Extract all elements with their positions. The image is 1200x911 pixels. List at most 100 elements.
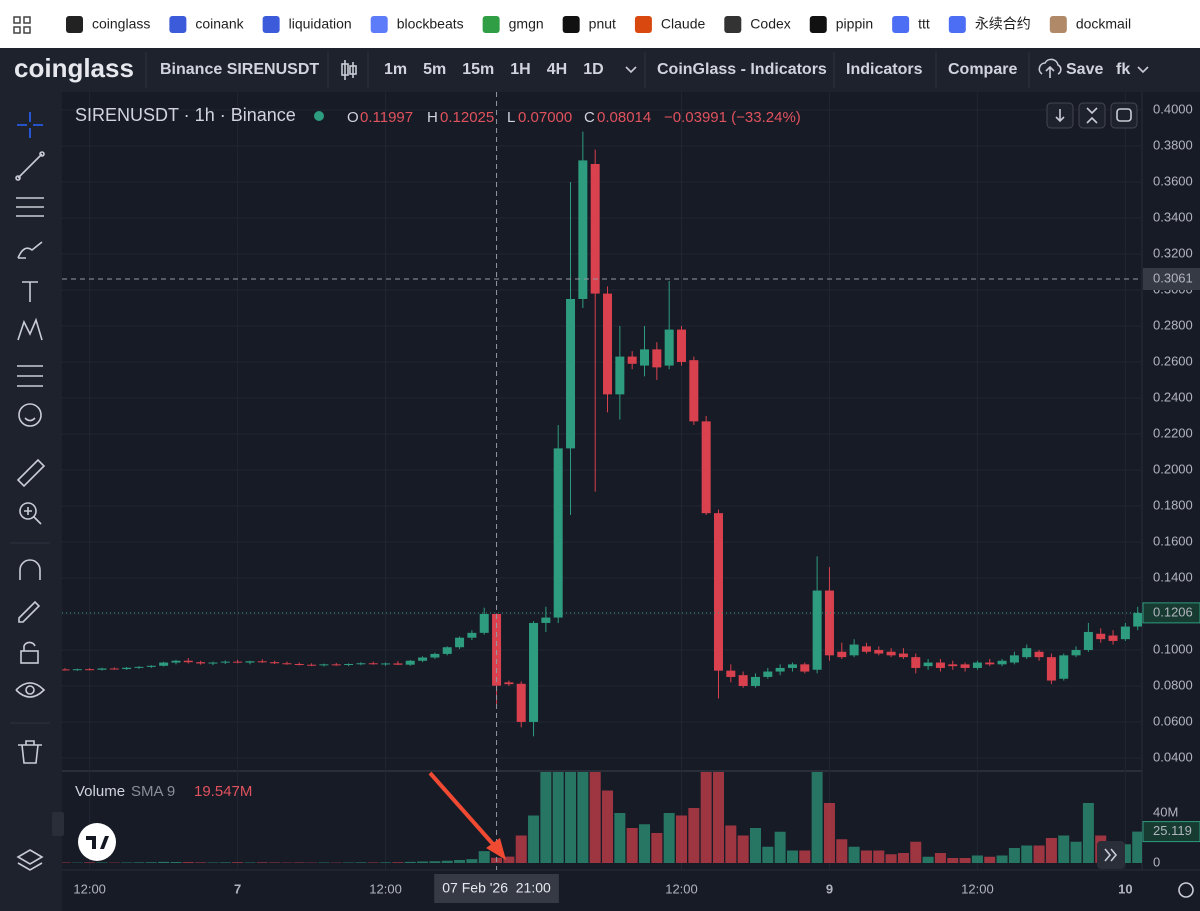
volume-bar bbox=[971, 855, 983, 863]
candle-body bbox=[553, 448, 563, 618]
candle-body bbox=[837, 651, 847, 658]
bookmark[interactable]: 永续合约 bbox=[975, 16, 1031, 32]
l-label: L bbox=[507, 109, 515, 126]
volume-bar bbox=[540, 772, 552, 863]
candle-body bbox=[455, 637, 465, 648]
candle-body bbox=[861, 646, 871, 652]
volume-bar bbox=[1033, 845, 1045, 863]
bookmark[interactable]: Claude bbox=[661, 16, 706, 32]
drawing-tools[interactable] bbox=[15, 112, 46, 871]
bookmark[interactable]: Codex bbox=[750, 16, 790, 32]
toolbar-button[interactable]: CoinGlass - Indicators bbox=[657, 61, 827, 78]
volume-bar bbox=[355, 862, 367, 863]
volume-bar bbox=[934, 853, 946, 863]
bookmark[interactable]: ttt bbox=[918, 16, 930, 32]
volume-bar bbox=[195, 862, 207, 863]
collapse-toolbar[interactable] bbox=[52, 812, 64, 836]
candle-body bbox=[590, 163, 600, 294]
volume-bar bbox=[62, 862, 71, 863]
candle-body bbox=[220, 661, 230, 663]
candle-body bbox=[418, 657, 428, 661]
volume-bar bbox=[897, 853, 909, 863]
volume-bar bbox=[121, 862, 133, 863]
candle-body bbox=[763, 671, 773, 677]
l-value: 0.07000 bbox=[518, 109, 572, 126]
candle-body bbox=[529, 622, 539, 722]
volume-pane bbox=[62, 772, 1142, 870]
volume-bar bbox=[429, 861, 441, 863]
top-toolbar bbox=[0, 48, 1200, 92]
candle-body bbox=[1022, 648, 1032, 658]
time-axis bbox=[62, 870, 1200, 911]
symbol[interactable]: Binance SIRENUSDT bbox=[160, 61, 319, 78]
candle-body bbox=[578, 160, 588, 299]
y-tick-label: 0.0800 bbox=[1153, 677, 1193, 692]
x-tick-label: 10 bbox=[1118, 881, 1132, 896]
bookmark[interactable]: coinank bbox=[195, 16, 244, 32]
candle-body bbox=[97, 668, 107, 670]
bookmark[interactable]: dockmail bbox=[1076, 16, 1131, 32]
bookmark[interactable]: gmgn bbox=[509, 16, 544, 32]
volume-bar bbox=[219, 862, 231, 863]
tv-logo[interactable] bbox=[78, 823, 116, 861]
bookmark[interactable]: pnut bbox=[589, 16, 616, 32]
toolbar-button[interactable]: Save bbox=[1066, 61, 1103, 78]
volume-bar bbox=[922, 856, 934, 863]
pane-buttons[interactable] bbox=[1046, 102, 1138, 129]
candle-body bbox=[948, 664, 958, 667]
candle-body bbox=[1133, 612, 1142, 627]
volume-bar bbox=[836, 839, 848, 863]
volume-bar bbox=[170, 862, 182, 863]
bookmark[interactable]: blockbeats bbox=[397, 16, 464, 32]
toolbar-button[interactable]: fk bbox=[1116, 61, 1130, 78]
candle-body bbox=[689, 360, 699, 422]
volume-bar bbox=[232, 862, 244, 863]
volume-bar bbox=[996, 855, 1008, 863]
toolbar-button[interactable]: Indicators bbox=[846, 61, 923, 78]
volume-bar bbox=[207, 862, 219, 863]
last-price: 0.1206 bbox=[1153, 604, 1193, 619]
chart-type-icon[interactable] bbox=[341, 60, 357, 80]
interval[interactable]: 1D bbox=[583, 61, 603, 78]
candle-body bbox=[1046, 657, 1056, 681]
scroll-icon bbox=[1104, 848, 1118, 862]
settings-icon[interactable] bbox=[1178, 882, 1194, 898]
x-tick-label: 12:00 bbox=[961, 881, 994, 896]
volume-bar bbox=[1132, 831, 1142, 863]
candle-body bbox=[233, 661, 243, 663]
y-tick-label: 0.2200 bbox=[1153, 425, 1193, 440]
y-tick-label: 0.2400 bbox=[1153, 389, 1193, 404]
bookmark-icon bbox=[1049, 16, 1067, 33]
crosshair-time-box bbox=[434, 874, 559, 903]
logo[interactable]: coinglass bbox=[14, 53, 134, 83]
candle-body bbox=[1009, 655, 1019, 663]
account-dropdown[interactable] bbox=[1137, 66, 1149, 74]
bookmark[interactable]: liquidation bbox=[289, 16, 352, 32]
interval[interactable]: 4H bbox=[547, 61, 567, 78]
toolbar-button[interactable]: Compare bbox=[948, 61, 1017, 78]
c-value: 0.08014 bbox=[597, 109, 651, 126]
x-tick-label: 7 bbox=[234, 881, 241, 896]
candle-body bbox=[1108, 635, 1118, 641]
volume-bar bbox=[959, 858, 971, 863]
volume-bar bbox=[256, 862, 268, 863]
candle-body bbox=[972, 662, 982, 668]
candle-body bbox=[960, 664, 970, 668]
interval[interactable]: 15m bbox=[462, 61, 494, 78]
bookmark-icon bbox=[370, 16, 388, 33]
interval[interactable]: 1m bbox=[384, 61, 407, 78]
last-volume-box bbox=[1142, 821, 1200, 843]
candle-body bbox=[504, 682, 514, 685]
y-tick-label: 0.3400 bbox=[1153, 209, 1193, 224]
volume-bar bbox=[1119, 844, 1131, 863]
interval[interactable]: 1H bbox=[510, 61, 530, 78]
interval[interactable]: 5m bbox=[423, 61, 446, 78]
volume-bar bbox=[589, 772, 601, 863]
interval-dropdown[interactable] bbox=[625, 66, 637, 74]
volume-bar bbox=[367, 862, 379, 863]
x-tick-label: 9 bbox=[826, 881, 833, 896]
bookmark[interactable]: pippin bbox=[836, 16, 873, 32]
y-tick-label: 0.1800 bbox=[1153, 497, 1193, 512]
bookmark[interactable]: coinglass bbox=[92, 16, 150, 32]
volume-bar bbox=[244, 862, 256, 863]
